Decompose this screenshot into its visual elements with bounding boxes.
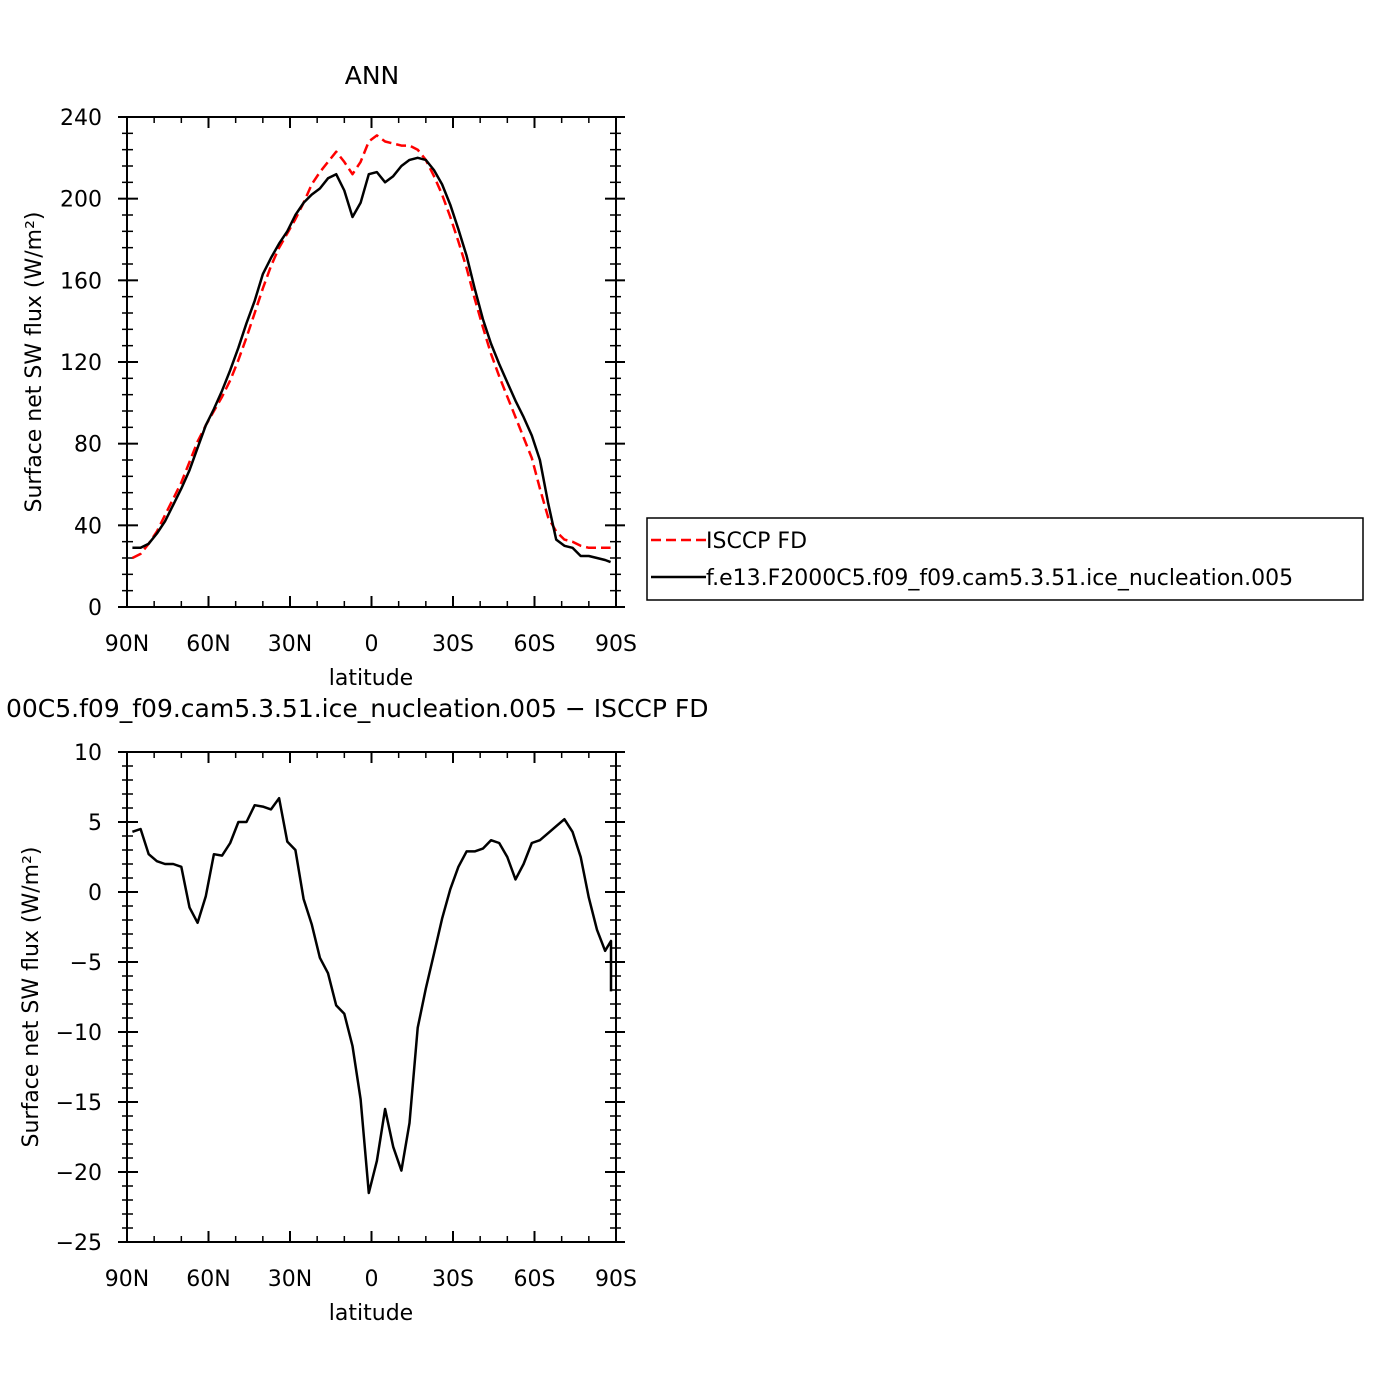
top-x-tick-label: 60N <box>186 632 230 657</box>
top-plot-frame <box>126 116 617 608</box>
bottom-y-tick-label: 5 <box>88 811 102 836</box>
top-x-tick-label: 60S <box>514 632 556 657</box>
bottom-y-tick-label: 0 <box>88 881 102 906</box>
bottom-series-lines <box>131 796 613 1195</box>
legend-box <box>646 517 1364 601</box>
top-x-tick-label: 0 <box>365 632 379 657</box>
top-x-tick-label: 30S <box>432 632 474 657</box>
top-y-tick-label: 240 <box>60 106 102 131</box>
top-y-axis-title: Surface net SW flux (W/m²) <box>22 211 47 512</box>
top-series-line-0 <box>131 134 611 560</box>
bottom-panel: 00C5.f09_f09.cam5.3.51.ice_nucleation.00… <box>6 694 709 1326</box>
bottom-y-tick-label: 10 <box>74 741 102 766</box>
top-y-tick-label: 40 <box>74 514 102 539</box>
top-series-lines <box>131 134 612 564</box>
legend-label-isccp: ISCCP FD <box>706 529 807 554</box>
bottom-x-axis-title: latitude <box>329 1301 413 1326</box>
bottom-plot-frame <box>126 751 617 1243</box>
top-x-tick-label: 30N <box>268 632 312 657</box>
top-y-tick-label: 120 <box>60 351 102 376</box>
legend: ISCCP FD f.e13.F2000C5.f09_f09.cam5.3.51… <box>646 517 1364 601</box>
bottom-y-tick-label: −5 <box>70 951 102 976</box>
top-axis-ticks: 90N 60N 30N 0 30S 60S 90S 0 40 80 120 160 200 240 <box>60 106 637 657</box>
bottom-y-tick-label: −10 <box>56 1021 102 1046</box>
bottom-x-tick-label: 30N <box>268 1267 312 1292</box>
top-x-tick-label: 90S <box>595 632 637 657</box>
bottom-y-tick-label: −25 <box>56 1231 102 1256</box>
legend-label-model: f.e13.F2000C5.f09_f09.cam5.3.51.ice_nucl… <box>706 566 1293 591</box>
bottom-x-tick-label: 0 <box>365 1267 379 1292</box>
bottom-x-tick-label: 30S <box>432 1267 474 1292</box>
bottom-x-tick-label: 60S <box>514 1267 556 1292</box>
bottom-x-tick-label: 60N <box>186 1267 230 1292</box>
top-x-tick-label: 90N <box>105 632 149 657</box>
top-y-tick-label: 80 <box>74 433 102 458</box>
bottom-series-line-0 <box>131 796 613 1195</box>
bottom-x-tick-label: 90N <box>105 1267 149 1292</box>
top-y-tick-label: 0 <box>88 596 102 621</box>
top-y-tick-label: 200 <box>60 188 102 213</box>
bottom-axis-ticks: 90N 60N 30N 0 30S 60S 90S −25 −20 −15 −10 −5 0 5 10 <box>56 741 637 1292</box>
top-x-axis-title: latitude <box>329 666 413 691</box>
top-plot-title: ANN <box>345 61 400 90</box>
bottom-x-tick-label: 90S <box>595 1267 637 1292</box>
top-panel: ANN 90N 60N 30N 0 30S 60S 90S 0 40 80 120 160 200 240… <box>22 61 637 691</box>
bottom-y-tick-label: −15 <box>56 1091 102 1116</box>
top-y-tick-label: 160 <box>60 269 102 294</box>
bottom-y-axis-title: Surface net SW flux (W/m²) <box>19 846 44 1147</box>
bottom-y-tick-label: −20 <box>56 1161 102 1186</box>
bottom-plot-title: 00C5.f09_f09.cam5.3.51.ice_nucleation.00… <box>6 694 709 723</box>
top-series-line-1 <box>132 156 612 564</box>
